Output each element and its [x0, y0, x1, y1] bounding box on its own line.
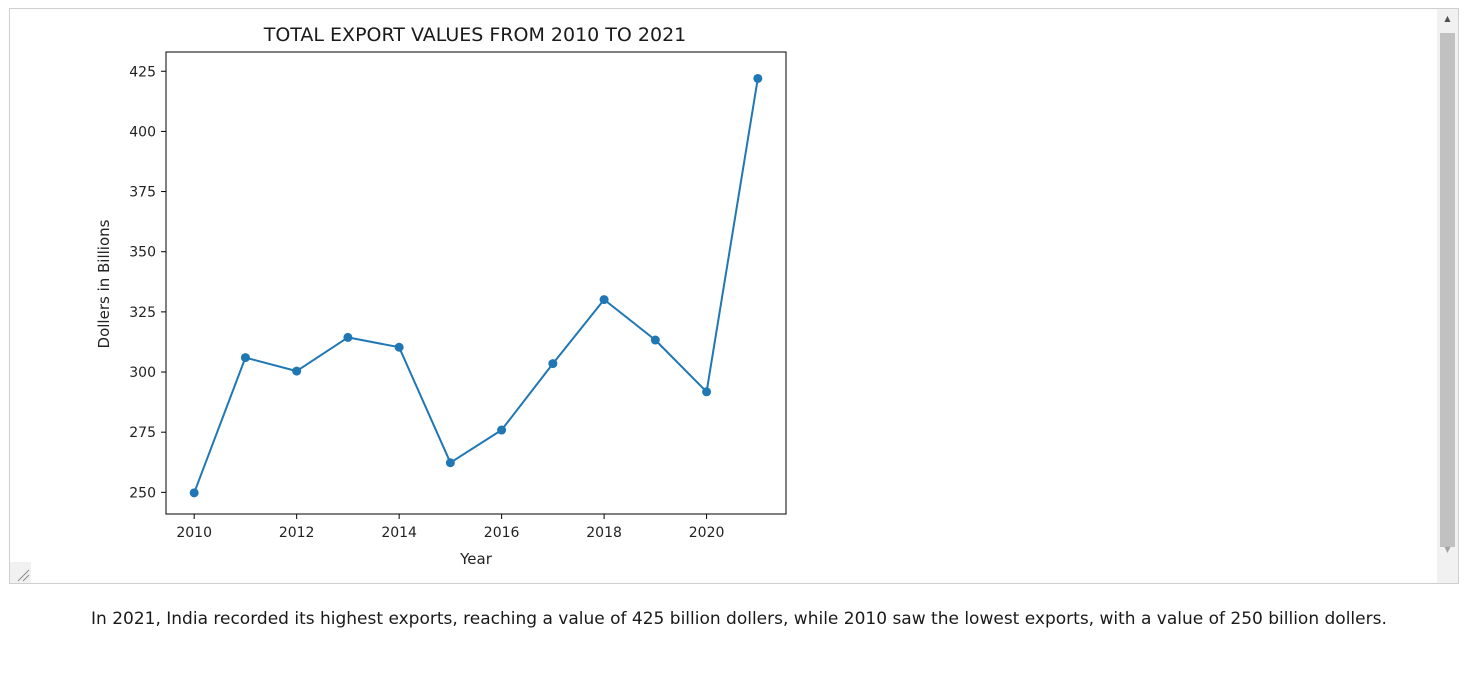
data-point: [497, 425, 507, 435]
line-chart: 2010 2012 2014 2016 2018 2020 250 275 300 325 350 3…: [95, 24, 787, 568]
data-point: [548, 359, 558, 369]
y-tick-label: 350: [129, 245, 156, 261]
y-tick-label: 300: [129, 365, 156, 381]
x-tick-label: 2018: [586, 525, 622, 541]
data-point: [445, 458, 455, 468]
x-tick-label: 2014: [381, 525, 417, 541]
y-tick-label: 325: [129, 305, 156, 321]
data-point: [702, 387, 712, 397]
y-tick-label: 425: [129, 64, 156, 80]
data-point: [189, 488, 199, 498]
plot-frame: [165, 51, 787, 515]
series-line-group: [189, 73, 763, 498]
chart-title: TOTAL EXPORT VALUES FROM 2010 TO 2021: [263, 24, 687, 46]
scrollbar-thumb[interactable]: [1440, 33, 1455, 547]
series-line: [193, 78, 759, 494]
y-tick-label: 400: [129, 124, 156, 140]
data-point: [753, 73, 763, 83]
data-point: [343, 332, 353, 342]
y-axis-title: Dollers in Billions: [95, 219, 113, 348]
vertical-scrollbar[interactable]: ▲ ▼: [1437, 9, 1458, 583]
data-point: [292, 366, 302, 376]
x-tick-label: 2016: [484, 525, 520, 541]
scroll-up-arrow-icon[interactable]: ▲: [1444, 14, 1451, 23]
scroll-down-arrow-icon[interactable]: ▼: [1444, 545, 1451, 554]
x-tick-label: 2012: [279, 525, 315, 541]
output-area[interactable]: 2010 2012 2014 2016 2018 2020 250 275 300 325 350 3…: [9, 8, 1459, 584]
x-tick-label: 2010: [176, 525, 212, 541]
data-point: [394, 342, 404, 352]
data-point: [599, 295, 609, 305]
summary-paragraph: In 2021, India recorded its highest expo…: [91, 609, 1387, 629]
resize-handle-icon[interactable]: [10, 562, 31, 583]
x-axis-title: Year: [459, 550, 493, 568]
x-tick-label: 2020: [689, 525, 725, 541]
data-point: [240, 353, 250, 363]
y-tick-label: 250: [129, 485, 156, 501]
y-tick-label: 275: [129, 425, 156, 441]
y-tick-label: 375: [129, 185, 156, 201]
axes: 2010 2012 2014 2016 2018 2020 250 275 300 325 350 3…: [129, 51, 787, 541]
data-point: [650, 335, 660, 345]
